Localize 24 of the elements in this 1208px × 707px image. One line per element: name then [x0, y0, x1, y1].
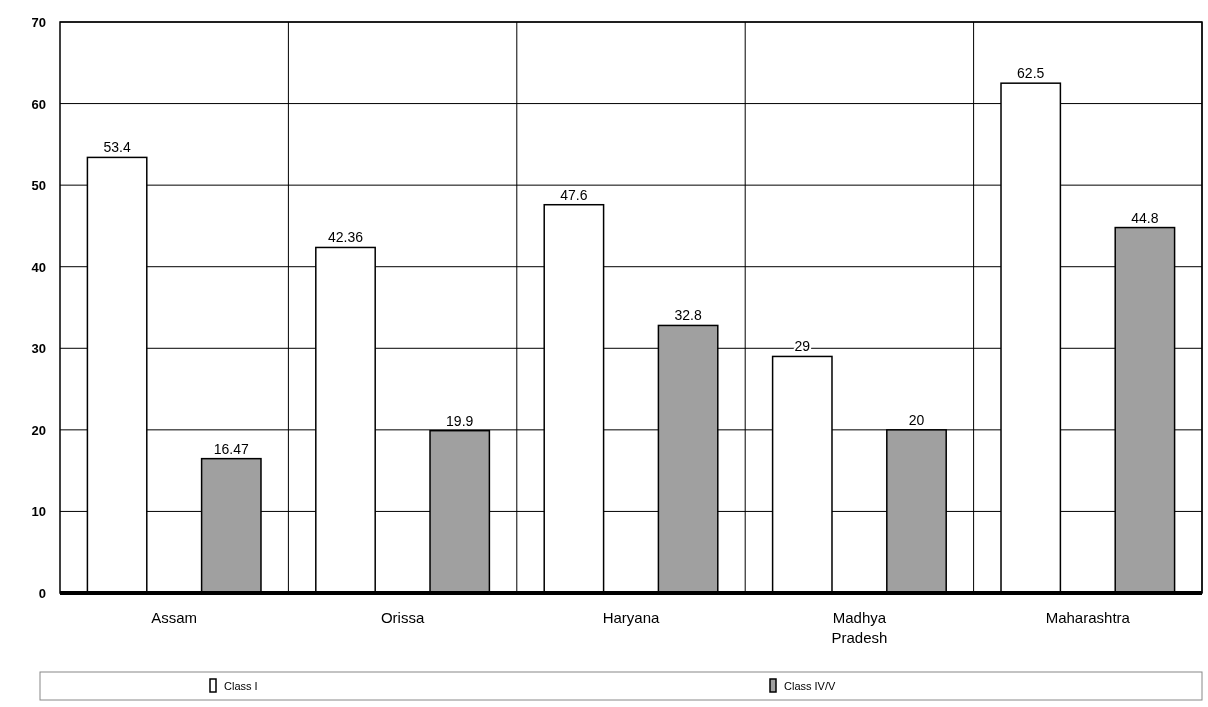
data-label: 42.36 — [327, 229, 364, 246]
data-label: 32.8 — [674, 307, 702, 324]
x-tick-label: Orissa — [380, 609, 425, 626]
x-tick-label: Madhya Pradesh — [831, 609, 888, 646]
data-label: 16.47 — [213, 440, 250, 457]
data-label: 19.9 — [446, 412, 474, 429]
data-label: 62.5 — [1017, 65, 1045, 82]
y-tick-label: 0 — [38, 586, 46, 601]
y-tick-label: 30 — [31, 341, 46, 357]
y-tick-label: 40 — [31, 259, 46, 275]
y-tick-label: 10 — [31, 504, 46, 520]
y-tick-label: 70 — [31, 15, 46, 30]
data-label: 47.6 — [560, 186, 588, 203]
data-label: 20 — [908, 411, 925, 428]
data-label: 44.8 — [1131, 209, 1159, 226]
y-tick-label: 20 — [31, 422, 46, 438]
x-tick-label: Haryana — [602, 609, 660, 626]
legend-label: Class I — [224, 680, 258, 692]
data-label: 53.4 — [103, 139, 131, 156]
y-tick-label: 60 — [31, 96, 46, 112]
x-tick-label: Assam — [151, 609, 198, 626]
legend-label: Class IV/V — [784, 680, 837, 692]
x-tick-label: Maharashtra — [1045, 609, 1131, 626]
y-tick-label: 50 — [31, 178, 46, 194]
